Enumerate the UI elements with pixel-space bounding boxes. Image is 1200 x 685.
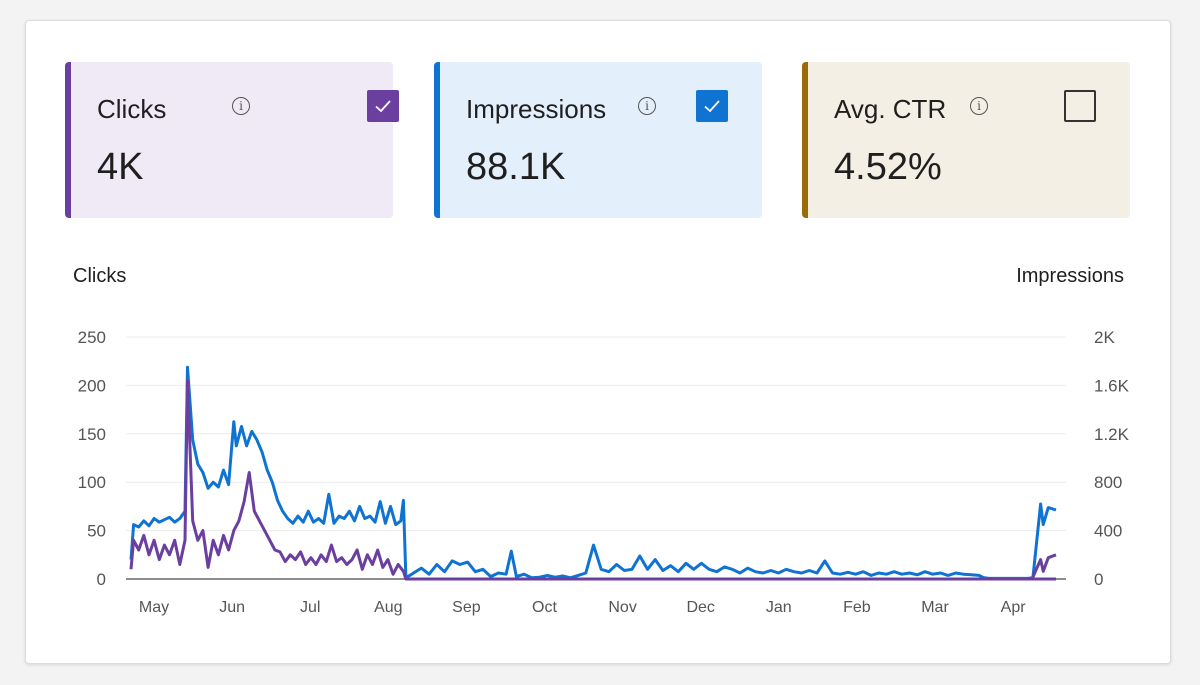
performance-card: Clicks i 4K Impressions i 88.1K Avg. CTR…	[25, 20, 1171, 664]
right-axis-title: Impressions	[1016, 265, 1124, 287]
clicks-checkbox[interactable]	[367, 90, 399, 122]
clicks-value: 4K	[97, 146, 144, 188]
x-tick-label: Feb	[843, 599, 871, 616]
impressions-metric-tile[interactable]: Impressions i 88.1K	[434, 62, 762, 218]
left-axis-title: Clicks	[73, 265, 127, 287]
series-line-impressions	[129, 365, 1057, 580]
line-chart: 0 0 50 400 100 800 150 1.2K 200 1.6K 250 2K May Jun Ju…	[78, 328, 1130, 616]
x-tick-label: Sep	[452, 599, 481, 616]
info-icon[interactable]: i	[232, 97, 250, 115]
info-icon[interactable]: i	[638, 97, 656, 115]
impressions-value: 88.1K	[466, 146, 566, 188]
avg-ctr-checkbox[interactable]	[1064, 90, 1096, 122]
impressions-label: Impressions	[466, 94, 607, 124]
avg-ctr-label: Avg. CTR	[834, 94, 947, 124]
checkmark-icon	[375, 100, 391, 113]
x-tick-label: Nov	[608, 599, 636, 616]
right-tick-label: 400	[1094, 522, 1122, 541]
clicks-label: Clicks	[97, 94, 167, 124]
info-icon[interactable]: i	[970, 97, 988, 115]
x-tick-label: May	[139, 599, 169, 616]
x-tick-label: Jul	[300, 599, 320, 616]
impressions-checkbox[interactable]	[696, 90, 728, 122]
avg-ctr-metric-tile[interactable]: Avg. CTR i 4.52%	[802, 62, 1130, 218]
series-line-clicks-recent	[1029, 553, 1057, 581]
right-tick-label: 1.2K	[1094, 425, 1130, 444]
x-tick-label: Apr	[1001, 599, 1027, 616]
x-tick-label: Oct	[532, 599, 557, 616]
left-tick-label: 50	[87, 522, 106, 541]
left-tick-label: 200	[78, 376, 106, 395]
checkmark-icon	[704, 100, 720, 113]
right-tick-label: 0	[1094, 570, 1103, 589]
x-tick-label: Jan	[766, 599, 792, 616]
avg-ctr-accent-bar	[802, 62, 808, 218]
left-tick-label: 100	[78, 473, 106, 492]
impressions-accent-bar	[434, 62, 440, 218]
x-tick-label: Aug	[374, 599, 402, 616]
clicks-accent-bar	[65, 62, 71, 218]
x-tick-label: Jun	[219, 599, 245, 616]
left-tick-label: 250	[78, 328, 106, 347]
right-tick-label: 2K	[1094, 328, 1115, 347]
clicks-metric-tile[interactable]: Clicks i 4K	[65, 62, 399, 218]
left-tick-label: 150	[78, 425, 106, 444]
right-tick-label: 1.6K	[1094, 376, 1130, 395]
x-tick-label: Mar	[921, 599, 949, 616]
x-tick-label: Dec	[686, 599, 714, 616]
right-tick-label: 800	[1094, 473, 1122, 492]
avg-ctr-value: 4.52%	[834, 146, 942, 188]
series-line-clicks	[129, 379, 1056, 581]
left-tick-label: 0	[97, 570, 106, 589]
